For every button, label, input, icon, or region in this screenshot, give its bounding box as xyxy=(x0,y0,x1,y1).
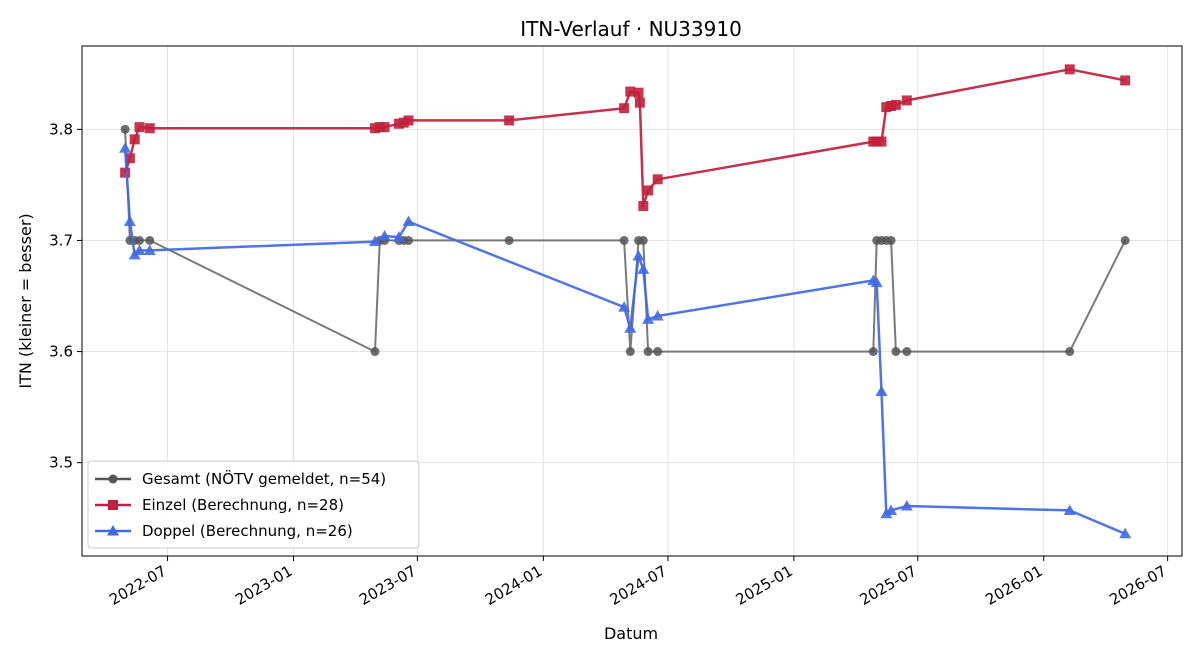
data-point-doppel xyxy=(632,250,645,261)
legend-item-gesamt: Gesamt (NÖTV gemeldet, n=54) xyxy=(95,469,386,488)
data-point-gesamt xyxy=(886,235,896,245)
data-point-einzel xyxy=(634,97,645,108)
data-point-gesamt xyxy=(1120,235,1130,245)
data-point-einzel xyxy=(129,134,140,145)
data-point-doppel xyxy=(402,215,415,227)
series-layer xyxy=(119,64,1132,539)
legend-item-doppel: Doppel (Berechnung, n=26) xyxy=(95,522,353,540)
data-point-einzel xyxy=(890,99,901,110)
y-axis-label: ITN (kleiner = besser) xyxy=(16,213,35,388)
y-tick-label: 3.8 xyxy=(49,120,73,138)
series-gesamt xyxy=(120,124,1130,357)
data-point-gesamt xyxy=(891,347,901,357)
data-point-einzel xyxy=(134,122,145,133)
chart-title: ITN-Verlauf · NU33910 xyxy=(520,17,742,41)
data-point-einzel xyxy=(643,185,654,196)
data-point-doppel xyxy=(133,244,146,255)
data-point-doppel xyxy=(143,244,156,255)
data-point-gesamt xyxy=(643,347,653,357)
data-point-einzel xyxy=(120,167,131,178)
data-point-einzel xyxy=(504,115,515,126)
data-point-doppel xyxy=(1063,504,1076,515)
data-point-doppel xyxy=(637,263,650,274)
y-tick-label: 3.7 xyxy=(49,231,73,249)
data-point-gesamt xyxy=(404,235,414,245)
data-point-doppel xyxy=(392,231,405,242)
data-point-doppel xyxy=(875,385,888,397)
data-point-gesamt xyxy=(619,235,629,245)
data-point-einzel xyxy=(1120,75,1131,86)
legend-item-einzel: Einzel (Berechnung, n=28) xyxy=(95,496,344,514)
data-point-einzel xyxy=(619,103,630,114)
data-point-einzel xyxy=(901,95,912,106)
data-point-gesamt xyxy=(653,347,663,357)
y-axis: 3.5 3.6 3.7 3.8 xyxy=(49,120,82,472)
data-point-gesamt xyxy=(902,347,912,357)
legend: Gesamt (NÖTV gemeldet, n=54) Einzel (Bere… xyxy=(87,460,420,549)
data-point-einzel xyxy=(403,115,414,126)
data-point-gesamt xyxy=(625,347,635,357)
data-point-doppel xyxy=(119,142,132,153)
data-point-gesamt xyxy=(370,347,380,357)
legend-label: Einzel (Berechnung, n=28) xyxy=(142,496,344,514)
data-point-gesamt xyxy=(638,235,648,245)
data-point-doppel xyxy=(870,276,883,288)
legend-marker xyxy=(107,525,119,536)
data-point-gesamt xyxy=(1065,347,1075,357)
data-point-einzel xyxy=(379,122,390,133)
series-doppel xyxy=(119,142,1132,539)
data-point-doppel xyxy=(651,310,664,321)
data-point-einzel xyxy=(876,136,887,147)
data-point-doppel xyxy=(123,215,136,227)
data-point-doppel xyxy=(642,313,655,324)
data-point-gesamt xyxy=(145,235,155,245)
x-axis-label: Datum xyxy=(604,624,658,643)
data-point-gesamt xyxy=(504,235,514,245)
data-point-gesamt xyxy=(120,124,130,134)
data-point-einzel xyxy=(124,153,135,164)
data-point-doppel xyxy=(1119,527,1132,539)
y-tick-label: 3.5 xyxy=(49,454,73,472)
data-point-doppel xyxy=(900,500,913,511)
data-point-einzel xyxy=(652,174,663,185)
data-point-doppel xyxy=(618,301,631,312)
data-point-einzel xyxy=(144,123,155,134)
data-point-doppel xyxy=(885,504,898,515)
legend-box xyxy=(87,460,420,549)
data-point-gesamt xyxy=(868,347,878,357)
legend-label: Doppel (Berechnung, n=26) xyxy=(142,522,353,540)
data-point-einzel xyxy=(633,87,644,98)
series-einzel xyxy=(120,64,1131,211)
data-point-doppel xyxy=(624,322,637,333)
data-point-doppel xyxy=(368,235,381,247)
data-point-gesamt xyxy=(134,235,144,245)
plot-area-frame xyxy=(81,45,1183,557)
data-point-doppel xyxy=(378,230,391,241)
legend-label: Gesamt (NÖTV gemeldet, n=54) xyxy=(142,469,386,488)
legend-marker xyxy=(108,500,118,510)
y-tick-label: 3.6 xyxy=(49,343,73,361)
data-point-einzel xyxy=(1064,64,1075,75)
data-point-einzel xyxy=(638,201,649,211)
grid xyxy=(82,46,1182,556)
data-point-einzel xyxy=(625,86,636,97)
legend-marker xyxy=(108,474,118,484)
